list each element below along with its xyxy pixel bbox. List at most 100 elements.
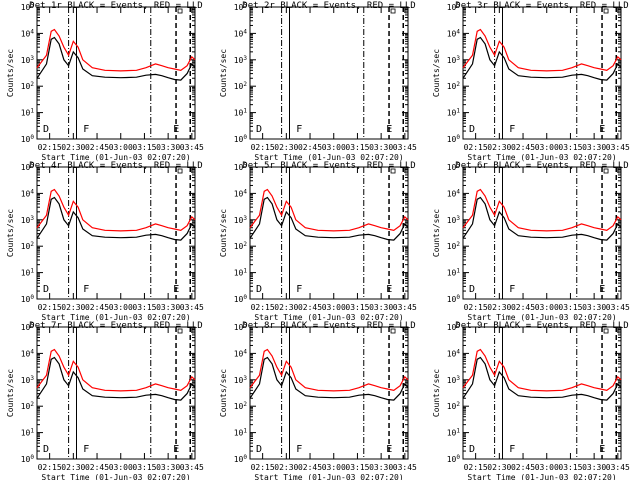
x-tick-label: 02:15 [464, 463, 488, 472]
x-tick-label: 03:45 [180, 463, 204, 472]
x-axis-label: Start Time (01-Jun-03 02:07:20) [41, 473, 190, 480]
x-tick-label: 03:00 [535, 463, 559, 472]
y-tick-label: 101 [447, 428, 461, 438]
events-series-line [462, 196, 622, 241]
y-tick-label: 104 [21, 348, 35, 358]
y-tick-label: 101 [21, 108, 35, 118]
chart-panel-9: Det 9r BLACK = Events, RED = LLD 100 101 10… [432, 321, 630, 480]
y-tick-label: 105 [447, 2, 461, 12]
y-tick-label: 105 [234, 322, 248, 332]
plot-frame [36, 6, 196, 140]
annotation-label: E [599, 124, 605, 135]
x-axis-label: Start Time (01-Jun-03 02:07:20) [41, 153, 190, 162]
y-tick-label: 102 [21, 241, 35, 251]
y-axis-label: Counts/sec [219, 209, 228, 257]
y-tick-label: 105 [447, 322, 461, 332]
y-tick-label: 104 [21, 188, 35, 198]
annotation-label: F [296, 444, 302, 455]
y-tick-label: 105 [447, 162, 461, 172]
x-tick-label: 02:45 [85, 303, 109, 312]
y-tick-label: 103 [447, 375, 461, 385]
y-tick-label: 100 [447, 134, 461, 144]
flag-box [603, 328, 609, 334]
x-tick-label: 03:15 [132, 463, 156, 472]
x-tick-label: 03:15 [345, 463, 369, 472]
x-tick-label: 03:45 [393, 143, 417, 152]
flag-box [390, 168, 396, 174]
y-tick-label: 103 [234, 375, 248, 385]
y-tick-label: 103 [21, 55, 35, 65]
y-axis-label: Counts/sec [432, 209, 441, 257]
x-tick-label: 02:30 [274, 463, 298, 472]
flag-box [177, 328, 183, 334]
x-tick-label: 03:45 [180, 143, 204, 152]
y-tick-label: 104 [234, 188, 248, 198]
events-series-line [36, 196, 196, 241]
x-tick-label: 02:45 [85, 143, 109, 152]
y-tick-label: 102 [234, 241, 248, 251]
y-tick-label: 105 [234, 162, 248, 172]
y-tick-label: 100 [21, 134, 35, 144]
x-tick-label: 03:45 [606, 303, 630, 312]
y-tick-label: 101 [234, 108, 248, 118]
x-tick-label: 03:15 [345, 143, 369, 152]
plot-frame [462, 326, 622, 460]
y-tick-label: 102 [21, 81, 35, 91]
y-tick-label: 102 [234, 401, 248, 411]
plot-frame [249, 326, 409, 460]
annotation-label: F [296, 124, 302, 135]
annotation-label: D [469, 444, 475, 455]
chart-panel-1: Det 1r BLACK = Events, RED = LLD 100 101 10… [6, 1, 204, 162]
chart-title: Det 2r BLACK = Events, RED = LLD [242, 1, 415, 11]
y-tick-label: 103 [21, 375, 35, 385]
flag-box [177, 8, 183, 14]
plot-frame [462, 166, 622, 300]
lld-series-line [249, 188, 409, 232]
x-tick-label: 02:15 [251, 143, 275, 152]
annotation-label: E [173, 124, 179, 135]
x-tick-label: 03:45 [393, 463, 417, 472]
x-tick-label: 03:30 [156, 463, 180, 472]
x-tick-label: 02:30 [487, 303, 511, 312]
chart-title: Det 7r BLACK = Events, RED = LLD [29, 321, 202, 331]
y-axis-label: Counts/sec [6, 369, 15, 417]
annotation-label: F [83, 124, 89, 135]
flag-box [603, 8, 609, 14]
y-tick-label: 101 [234, 428, 248, 438]
annotation-label: E [386, 444, 392, 455]
chart-panel-2: Det 2r BLACK = Events, RED = LLD 100 101 10… [219, 1, 417, 162]
chart-panel-7: Det 7r BLACK = Events, RED = LLD 100 101 10… [6, 321, 204, 480]
annotation-label: D [469, 124, 475, 135]
x-axis-label: Start Time (01-Jun-03 02:07:20) [467, 153, 616, 162]
y-axis-label: Counts/sec [6, 209, 15, 257]
x-axis-label: Start Time (01-Jun-03 02:07:20) [254, 153, 403, 162]
y-tick-label: 102 [234, 81, 248, 91]
chart-title: Det 5r BLACK = Events, RED = LLD [242, 161, 415, 171]
x-tick-label: 02:30 [274, 303, 298, 312]
annotation-label: D [256, 124, 262, 135]
y-tick-label: 101 [447, 268, 461, 278]
x-tick-label: 02:45 [298, 303, 322, 312]
events-series-line [249, 196, 409, 241]
annotation-label: D [256, 284, 262, 295]
events-series-line [36, 36, 196, 81]
x-tick-label: 02:15 [464, 143, 488, 152]
x-axis-label: Start Time (01-Jun-03 02:07:20) [254, 313, 403, 322]
annotation-label: F [83, 444, 89, 455]
y-tick-label: 102 [21, 401, 35, 411]
y-tick-label: 101 [447, 108, 461, 118]
x-tick-label: 03:30 [156, 303, 180, 312]
y-axis-label: Counts/sec [6, 49, 15, 97]
y-tick-label: 104 [447, 188, 461, 198]
events-series-line [462, 36, 622, 81]
y-axis-label: Counts/sec [219, 369, 228, 417]
x-tick-label: 02:30 [61, 463, 85, 472]
lld-series-line [462, 188, 622, 232]
annotation-label: E [173, 284, 179, 295]
y-tick-label: 103 [447, 55, 461, 65]
annotation-label: D [43, 444, 49, 455]
y-tick-label: 104 [21, 28, 35, 38]
x-axis-label: Start Time (01-Jun-03 02:07:20) [254, 473, 403, 480]
x-tick-label: 03:45 [606, 143, 630, 152]
plot-frame [249, 6, 409, 140]
